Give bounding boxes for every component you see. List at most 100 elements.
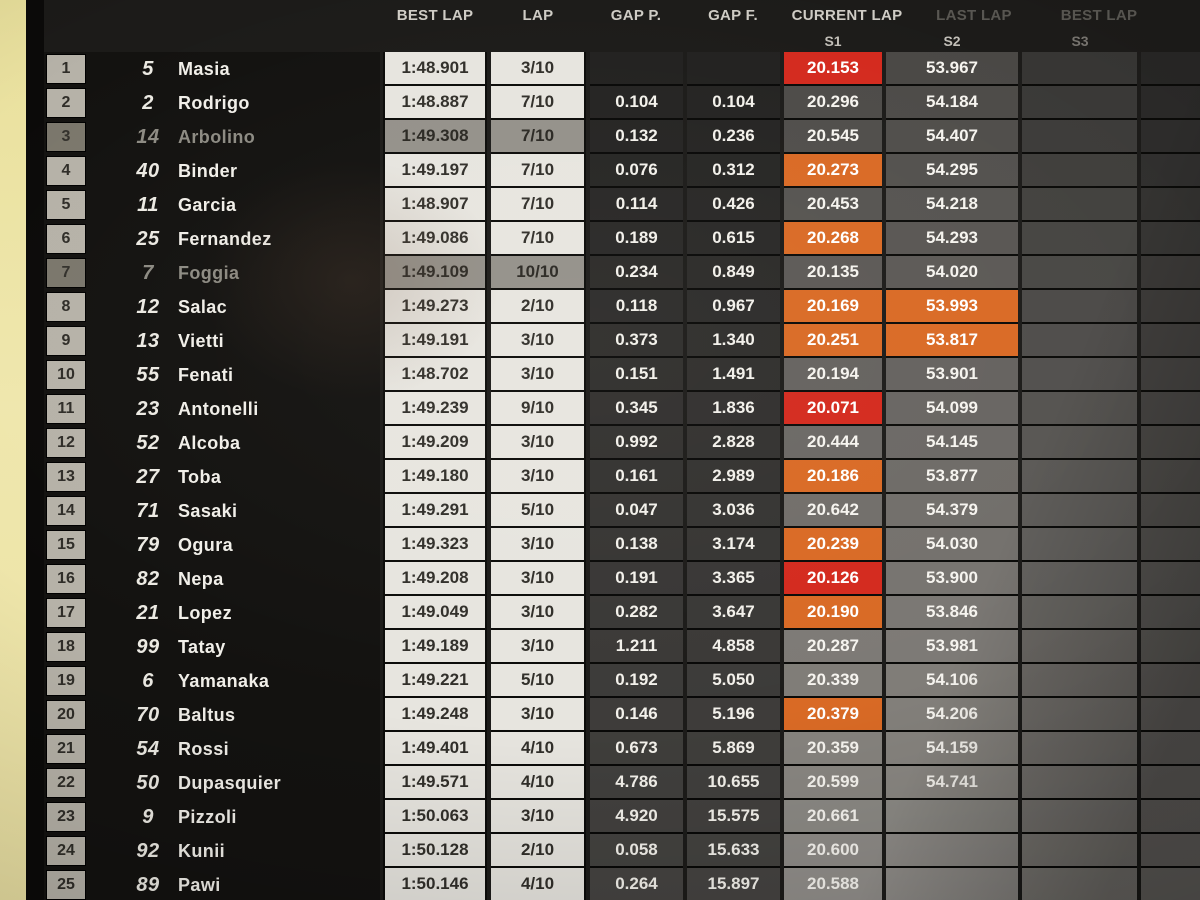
sector1-cell: 20.071 bbox=[784, 392, 882, 426]
sector3-cell bbox=[1022, 596, 1137, 630]
gap-previous-cell: 0.151 bbox=[590, 358, 683, 392]
rider-name: Antonelli bbox=[178, 398, 259, 419]
timing-rows: 1 5 Masia 1:48.901 3/10 20.153 53.967 2 … bbox=[44, 52, 1200, 900]
position-cell: 17 bbox=[46, 598, 86, 628]
sector2-cell: 53.817 bbox=[886, 324, 1018, 358]
timing-row: 19 6 Yamanaka 1:49.221 5/10 0.192 5.050 … bbox=[44, 664, 1200, 700]
gap-first-cell: 3.174 bbox=[687, 528, 780, 562]
sector1-cell: 20.186 bbox=[784, 460, 882, 494]
gap-previous-cell: 0.114 bbox=[590, 188, 683, 222]
timing-row: 20 70 Baltus 1:49.248 3/10 0.146 5.196 2… bbox=[44, 698, 1200, 734]
lap-count-cell: 3/10 bbox=[491, 358, 586, 392]
rider-name: Fenati bbox=[178, 364, 234, 385]
sector2-cell: 53.981 bbox=[886, 630, 1018, 664]
col-header-best-lap: BEST LAP bbox=[396, 7, 474, 24]
gap-first-cell: 3.365 bbox=[687, 562, 780, 596]
timing-row: 8 12 Salac 1:49.273 2/10 0.118 0.967 20.… bbox=[44, 290, 1200, 326]
sector1-cell: 20.588 bbox=[784, 868, 882, 900]
gap-first-cell: 5.196 bbox=[687, 698, 780, 732]
table-header: BEST LAP LAP GAP P. GAP F. CURRENT LAP L… bbox=[44, 0, 1200, 52]
best-lap-cell: 1:49.189 bbox=[383, 630, 487, 664]
rider-name: Pizzoli bbox=[178, 806, 237, 827]
rider-row-background bbox=[44, 358, 380, 394]
col-header-gap-f: GAP F. bbox=[708, 7, 758, 24]
gap-first-cell: 0.104 bbox=[687, 86, 780, 120]
rider-name: Fernandez bbox=[178, 228, 272, 249]
gap-previous-cell: 0.138 bbox=[590, 528, 683, 562]
best-lap-cell: 1:49.180 bbox=[383, 460, 487, 494]
gap-first-cell: 0.236 bbox=[687, 120, 780, 154]
lap-count-cell: 5/10 bbox=[491, 664, 586, 698]
lap-count-cell: 3/10 bbox=[491, 460, 586, 494]
position-cell: 1 bbox=[46, 54, 86, 84]
rider-number: 82 bbox=[136, 567, 160, 590]
lap-count-cell: 7/10 bbox=[491, 222, 586, 256]
rider-number: 99 bbox=[136, 635, 160, 658]
timing-row: 18 99 Tatay 1:49.189 3/10 1.211 4.858 20… bbox=[44, 630, 1200, 666]
sector3-cell bbox=[1022, 528, 1137, 562]
rider-number: 9 bbox=[142, 805, 154, 828]
rider-number: 89 bbox=[136, 873, 160, 896]
sector3-cell bbox=[1022, 630, 1137, 664]
lap-count-cell: 9/10 bbox=[491, 392, 586, 426]
col-header-gap-p: GAP P. bbox=[610, 7, 662, 24]
gap-previous-cell bbox=[590, 52, 683, 86]
rider-name: Foggia bbox=[178, 262, 240, 283]
sector2-cell: 54.099 bbox=[886, 392, 1018, 426]
timing-row: 2 2 Rodrigo 1:48.887 7/10 0.104 0.104 20… bbox=[44, 86, 1200, 122]
gap-first-cell: 2.989 bbox=[687, 460, 780, 494]
sector2-cell: 53.901 bbox=[886, 358, 1018, 392]
position-cell: 9 bbox=[46, 326, 86, 356]
gap-first-cell: 5.050 bbox=[687, 664, 780, 698]
position-cell: 22 bbox=[46, 768, 86, 798]
rider-name: Rossi bbox=[178, 738, 230, 759]
sector3-cell bbox=[1022, 120, 1137, 154]
sector3-cell bbox=[1022, 256, 1137, 290]
timing-row: 22 50 Dupasquier 1:49.571 4/10 4.786 10.… bbox=[44, 766, 1200, 802]
position-cell: 23 bbox=[46, 802, 86, 832]
sector1-cell: 20.444 bbox=[784, 426, 882, 460]
rider-number: 12 bbox=[136, 295, 160, 318]
sector2-cell: 54.206 bbox=[886, 698, 1018, 732]
sector2-cell: 53.877 bbox=[886, 460, 1018, 494]
gap-first-cell: 0.967 bbox=[687, 290, 780, 324]
gap-first-cell: 0.615 bbox=[687, 222, 780, 256]
gap-first-cell: 2.828 bbox=[687, 426, 780, 460]
lap-count-cell: 3/10 bbox=[491, 528, 586, 562]
timing-row: 14 71 Sasaki 1:49.291 5/10 0.047 3.036 2… bbox=[44, 494, 1200, 530]
gap-first-cell: 0.426 bbox=[687, 188, 780, 222]
gap-previous-cell: 0.992 bbox=[590, 426, 683, 460]
position-cell: 15 bbox=[46, 530, 86, 560]
position-cell: 20 bbox=[46, 700, 86, 730]
offscreen-column-cell bbox=[1141, 86, 1200, 120]
sector3-cell bbox=[1022, 222, 1137, 256]
sector2-cell bbox=[886, 800, 1018, 834]
rider-number: 6 bbox=[142, 669, 154, 692]
rider-number: 40 bbox=[136, 159, 160, 182]
rider-number: 71 bbox=[136, 499, 160, 522]
gap-previous-cell: 0.673 bbox=[590, 732, 683, 766]
timing-row: 6 25 Fernandez 1:49.086 7/10 0.189 0.615… bbox=[44, 222, 1200, 258]
rider-name: Ogura bbox=[178, 534, 234, 555]
offscreen-column-cell bbox=[1141, 766, 1200, 800]
offscreen-column-cell bbox=[1141, 460, 1200, 494]
sector3-cell bbox=[1022, 290, 1137, 324]
rider-name: Baltus bbox=[178, 704, 236, 725]
best-lap-cell: 1:49.273 bbox=[383, 290, 487, 324]
timing-row: 5 11 Garcia 1:48.907 7/10 0.114 0.426 20… bbox=[44, 188, 1200, 224]
sector1-cell: 20.194 bbox=[784, 358, 882, 392]
gap-first-cell: 3.647 bbox=[687, 596, 780, 630]
lap-count-cell: 2/10 bbox=[491, 290, 586, 324]
timing-row: 4 40 Binder 1:49.197 7/10 0.076 0.312 20… bbox=[44, 154, 1200, 190]
timing-row: 3 14 Arbolino 1:49.308 7/10 0.132 0.236 … bbox=[44, 120, 1200, 156]
timing-row: 1 5 Masia 1:48.901 3/10 20.153 53.967 bbox=[44, 52, 1200, 88]
sector2-cell bbox=[886, 868, 1018, 900]
sector3-cell bbox=[1022, 154, 1137, 188]
best-lap-cell: 1:49.086 bbox=[383, 222, 487, 256]
gap-first-cell: 15.897 bbox=[687, 868, 780, 900]
sector2-cell: 54.407 bbox=[886, 120, 1018, 154]
timing-row: 23 9 Pizzoli 1:50.063 3/10 4.920 15.575 … bbox=[44, 800, 1200, 836]
sector1-cell: 20.287 bbox=[784, 630, 882, 664]
rider-name: Masia bbox=[178, 58, 231, 79]
gap-first-cell: 15.575 bbox=[687, 800, 780, 834]
